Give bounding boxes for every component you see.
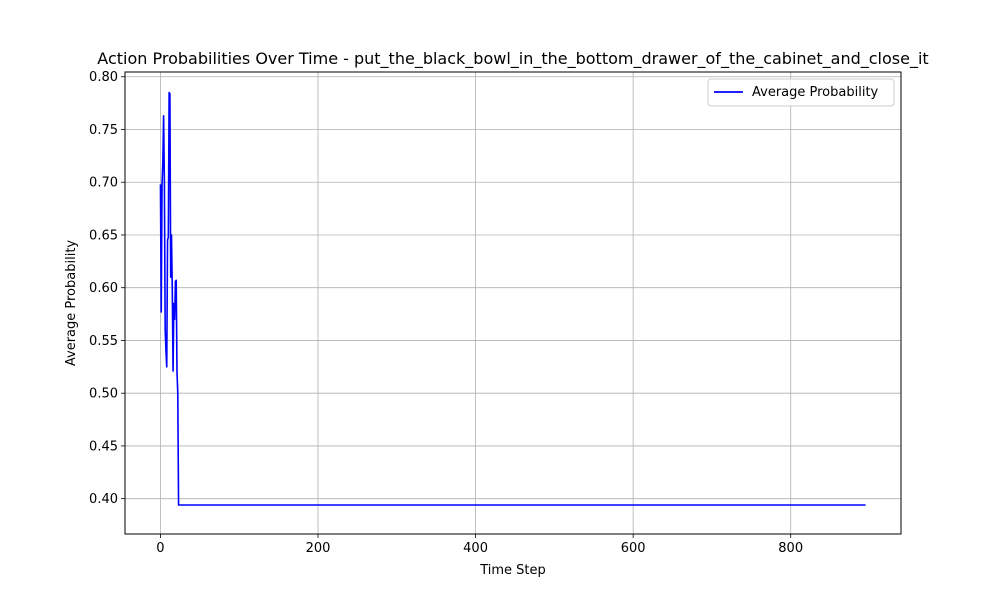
legend-entry-average-probability: Average Probability (752, 85, 879, 100)
y-tick-label: 0.55 (89, 334, 118, 349)
legend: Average Probability (707, 78, 895, 107)
axis-ticks: 0 200 400 600 800 0.40 0.45 0.50 0.55 0.60 0.65 0.7… (89, 70, 803, 556)
chart-title: Action Probabilities Over Time - put_the… (97, 49, 928, 69)
x-tick-label: 800 (778, 541, 803, 556)
y-tick-label: 0.80 (89, 70, 118, 85)
x-tick-label: 0 (156, 541, 164, 556)
series-layer (159, 91, 866, 506)
y-tick-label: 0.50 (89, 387, 118, 402)
x-tick-label: 600 (621, 541, 646, 556)
y-tick-label: 0.75 (89, 123, 118, 138)
x-tick-label: 400 (463, 541, 488, 556)
y-tick-label: 0.60 (89, 281, 118, 296)
y-tick-label: 0.40 (89, 492, 118, 507)
grid-lines (125, 72, 901, 534)
y-tick-label: 0.65 (89, 228, 118, 243)
x-tick-label: 200 (306, 541, 331, 556)
y-tick-label: 0.70 (89, 176, 118, 191)
series-line-average-probability (159, 91, 866, 506)
y-axis-label: Average Probability (64, 240, 79, 367)
y-tick-label: 0.45 (89, 439, 118, 454)
legend-box (707, 78, 895, 107)
x-axis-label: Time Step (479, 563, 546, 578)
plot-area-frame (124, 71, 902, 535)
